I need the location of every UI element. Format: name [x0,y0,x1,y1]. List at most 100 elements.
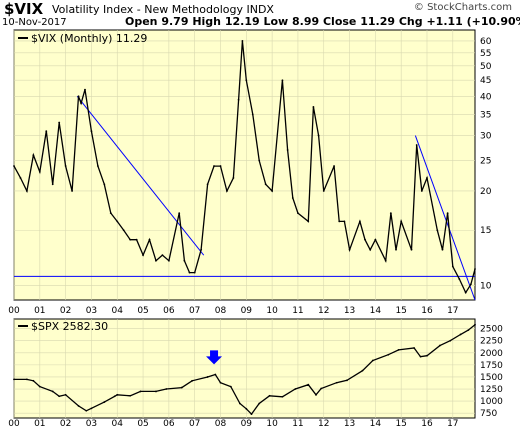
x-tick-label: 17 [447,306,458,316]
data-point [155,259,157,262]
data-point [64,393,67,396]
watermark: © StockCharts.com [413,2,512,13]
data-point [438,344,441,347]
data-point [58,395,61,398]
data-point [250,413,253,416]
data-point [436,229,439,232]
data-point [361,369,364,372]
data-point [229,385,232,388]
data-point [410,248,413,251]
ohlc-summary: Open 9.79 High 12.19 Low 8.99 Close 11.2… [125,15,520,28]
data-point [232,177,235,179]
data-point [291,197,294,199]
x-tick-label: 04 [112,419,124,429]
y-tick-label: 1750 [480,361,503,371]
data-point [32,379,35,382]
data-point [178,212,181,215]
data-point [369,248,372,251]
x-tick-label: 10 [266,306,278,316]
data-point [451,265,454,268]
data-point [90,130,93,133]
data-point [415,144,418,146]
x-tick-label: 16 [421,306,433,316]
data-point [271,190,274,192]
y-tick-label: 55 [480,49,491,59]
data-point [474,323,476,326]
data-point [85,409,88,412]
data-point [214,373,217,376]
data-point [148,238,151,241]
x-tick-label: 09 [241,419,253,429]
data-point [333,165,335,167]
data-point [135,238,138,241]
x-tick-label: 11 [292,306,303,316]
y-tick-label: 2500 [480,325,503,335]
x-tick-label: 10 [266,419,278,429]
data-point [113,395,116,398]
data-point [26,378,28,381]
data-point [38,170,41,173]
data-point [183,259,186,262]
legend-label: $VIX (Monthly) 11.29 [31,32,147,45]
data-point [84,88,86,91]
x-tick-label: 11 [292,419,303,429]
data-point [213,165,215,167]
panel-0-background [13,29,476,301]
data-point [109,212,112,215]
data-point [219,165,222,167]
data-point [165,388,168,390]
data-point [258,159,261,162]
data-point [13,378,15,381]
data-point [142,254,144,257]
data-point [387,353,390,356]
y-tick-label: 750 [480,409,497,419]
y-tick-label: 1000 [480,397,503,407]
data-point [19,177,22,179]
data-point [281,79,284,82]
data-point [58,121,61,124]
x-tick-label: 14 [370,306,382,316]
x-tick-label: 05 [137,306,148,316]
x-tick-label: 02 [60,306,71,316]
trend-line [76,95,205,256]
data-point [441,248,444,251]
data-point [155,390,157,393]
data-point [103,183,106,186]
data-point [395,248,397,251]
x-tick-label: 03 [86,419,97,429]
x-tick-label: 13 [344,306,355,316]
data-point [364,238,366,241]
y-tick-label: 1500 [480,373,503,383]
data-point [458,278,461,280]
data-point [400,220,403,223]
data-point [320,387,323,390]
data-point [474,268,476,270]
data-point [77,405,80,407]
data-point [358,220,361,223]
data-point [238,402,241,405]
data-point [191,379,194,382]
data-point [397,349,400,351]
data-point [38,385,41,388]
trend-line [414,135,476,301]
data-point [193,271,196,274]
y-tick-label: 50 [480,62,492,72]
data-point [241,40,244,42]
data-point [245,407,248,410]
data-point [258,402,261,405]
data-point [77,95,80,98]
x-tick-label: 17 [447,419,458,429]
data-point [80,102,83,105]
data-point [116,220,119,223]
y-tick-label: 2000 [480,349,503,359]
x-tick-label: 15 [395,419,406,429]
data-point [26,190,28,192]
data-point [449,339,452,342]
data-point [51,183,54,186]
data-point [96,165,99,167]
data-point [469,283,472,286]
data-point [389,212,392,215]
data-point [343,220,346,223]
data-point [32,154,35,157]
data-point [297,212,299,215]
